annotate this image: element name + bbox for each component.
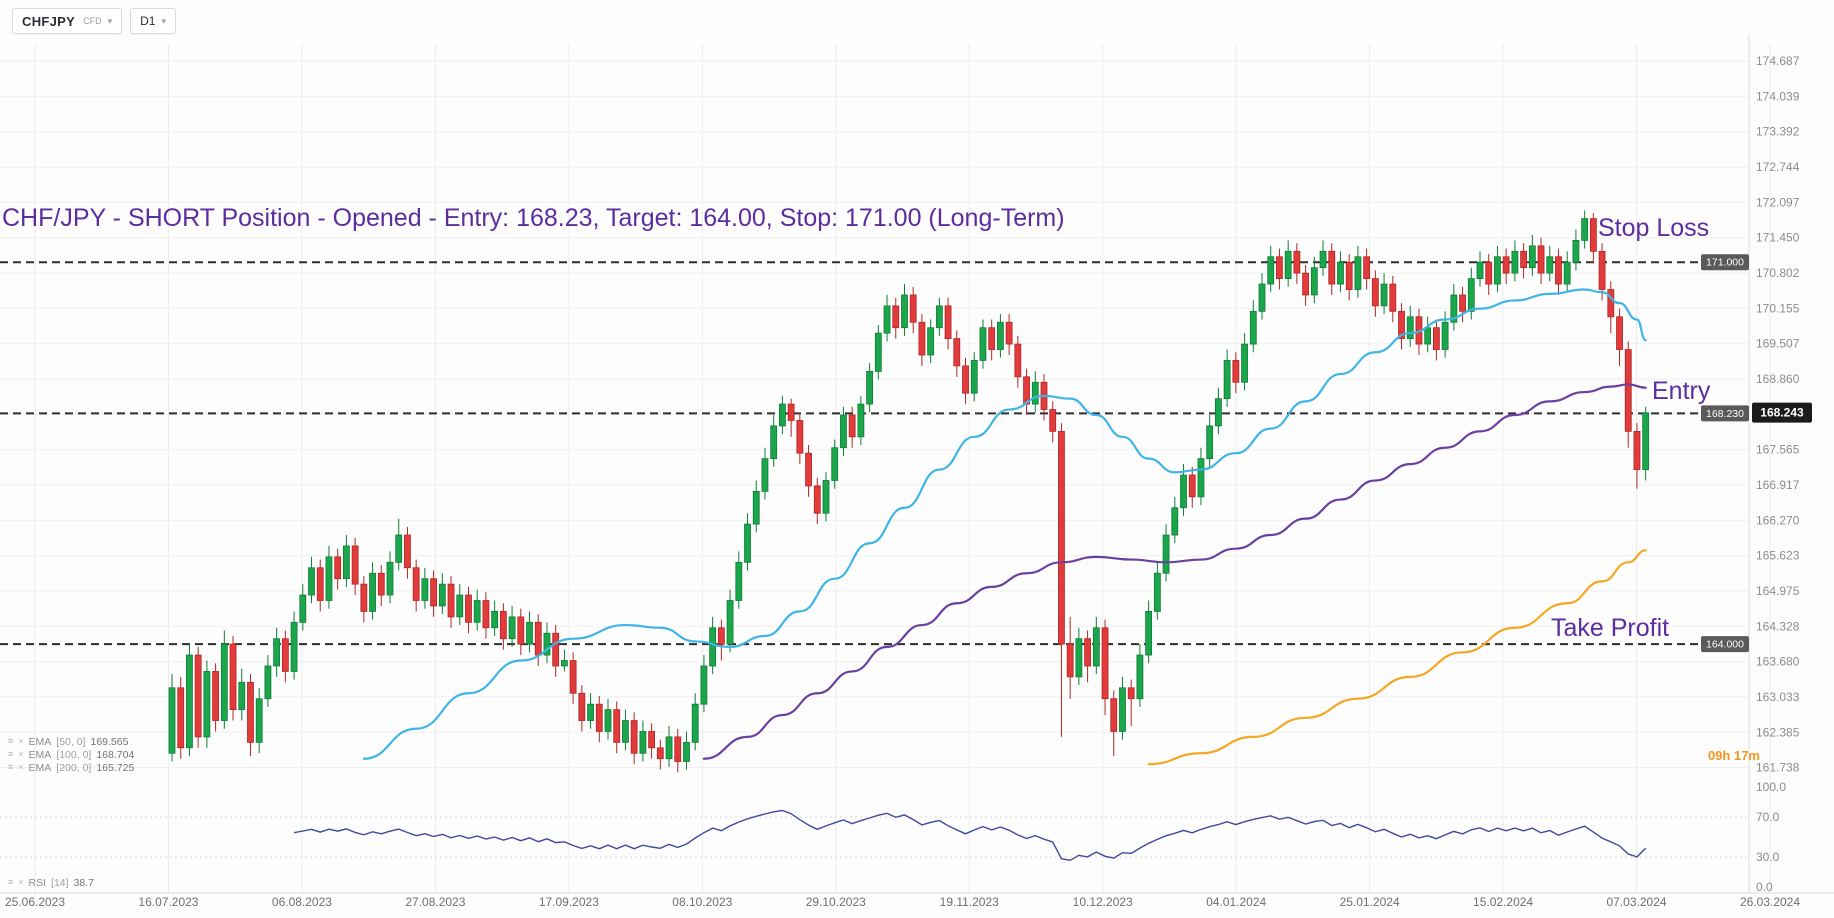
indicator-value: 169.565 <box>90 735 129 748</box>
timeframe-label: D1 <box>140 14 156 28</box>
svg-text:25.06.2023: 25.06.2023 <box>5 895 65 909</box>
rsi-pane <box>293 809 1647 862</box>
svg-text:172.097: 172.097 <box>1756 195 1800 209</box>
symbol-label: CHFJPY <box>22 13 76 29</box>
svg-text:164.328: 164.328 <box>1756 619 1800 633</box>
svg-text:166.270: 166.270 <box>1756 513 1800 527</box>
svg-text:167.565: 167.565 <box>1756 443 1800 457</box>
svg-text:25.01.2024: 25.01.2024 <box>1340 895 1400 909</box>
rsi-line <box>293 809 1647 862</box>
ema100-legend-row: ≡ × EMA [100, 0] 168.704 <box>8 748 134 761</box>
chevron-down-icon: ▾ <box>107 15 113 26</box>
svg-text:170.155: 170.155 <box>1756 301 1800 315</box>
ema50-legend-row: ≡ × EMA [50, 0] 169.565 <box>8 735 134 748</box>
svg-text:70.0: 70.0 <box>1756 810 1780 824</box>
indicator-params: [200, 0] <box>56 761 92 774</box>
axes: 25.06.2023 16.07.2023 06.08.2023 27.08.2023… <box>5 54 1800 909</box>
svg-text:164.975: 164.975 <box>1756 584 1800 598</box>
svg-text:06.08.2023: 06.08.2023 <box>272 895 332 909</box>
indicator-params: [50, 0] <box>56 735 86 748</box>
svg-text:07.03.2024: 07.03.2024 <box>1607 895 1667 909</box>
symbol-selector[interactable]: CHFJPY CFD ▾ <box>12 8 123 34</box>
indicator-legend: ≡ × EMA [50, 0] 169.565 ≡ × EMA [100, 0]… <box>8 735 134 774</box>
svg-text:164.000: 164.000 <box>1706 639 1744 651</box>
toolbar: CHFJPY CFD ▾ D1 ▾ <box>12 8 176 34</box>
svg-text:161.738: 161.738 <box>1756 761 1800 775</box>
indicator-remove-icon[interactable]: × <box>18 877 24 887</box>
indicator-params: [14] <box>51 876 69 889</box>
svg-text:29.10.2023: 29.10.2023 <box>806 895 866 909</box>
svg-text:0.0: 0.0 <box>1756 880 1773 894</box>
svg-text:171.450: 171.450 <box>1756 231 1800 245</box>
svg-text:163.680: 163.680 <box>1756 655 1800 669</box>
indicator-remove-icon[interactable]: × <box>18 762 24 772</box>
trade-idea-title: CHF/JPY - SHORT Position - Opened - Entr… <box>2 204 1065 232</box>
level-tag-take-profit <box>1701 636 1749 653</box>
level-tag-entry <box>1701 405 1749 422</box>
level-tag-stop-loss <box>1701 254 1749 271</box>
axis-tags: 171.000 168.230 164.000 168.243 <box>1701 254 1812 653</box>
indicator-remove-icon[interactable]: × <box>18 736 24 746</box>
svg-text:170.802: 170.802 <box>1756 266 1800 280</box>
overlay-ema-50 <box>362 288 1647 760</box>
indicator-settings-icon[interactable]: ≡ <box>8 749 14 759</box>
svg-text:10.12.2023: 10.12.2023 <box>1073 895 1133 909</box>
gridlines <box>0 34 1834 894</box>
indicator-value: 38.7 <box>73 876 94 889</box>
chevron-down-icon: ▾ <box>161 15 166 26</box>
svg-text:27.08.2023: 27.08.2023 <box>405 895 465 909</box>
svg-text:168.243: 168.243 <box>1760 406 1804 420</box>
svg-text:174.687: 174.687 <box>1756 54 1800 68</box>
svg-text:17.09.2023: 17.09.2023 <box>539 895 599 909</box>
indicator-value: 168.704 <box>96 748 135 761</box>
svg-text:15.02.2024: 15.02.2024 <box>1473 895 1533 909</box>
svg-text:163.033: 163.033 <box>1756 690 1800 704</box>
current-price-tag <box>1752 402 1812 423</box>
svg-text:172.744: 172.744 <box>1756 160 1800 174</box>
svg-text:168.860: 168.860 <box>1756 372 1800 386</box>
indicator-value: 165.725 <box>96 761 135 774</box>
stop-loss-label[interactable]: Stop Loss <box>1598 214 1710 242</box>
svg-text:165.623: 165.623 <box>1756 549 1800 563</box>
rsi-legend-row: ≡ × RSI [14] 38.7 <box>8 876 94 889</box>
svg-text:169.507: 169.507 <box>1756 337 1800 351</box>
market-type-label: CFD <box>83 16 102 26</box>
indicator-name: EMA <box>28 748 52 761</box>
svg-text:08.10.2023: 08.10.2023 <box>672 895 732 909</box>
svg-text:168.230: 168.230 <box>1706 408 1744 420</box>
indicator-settings-icon[interactable]: ≡ <box>8 736 14 746</box>
svg-text:174.039: 174.039 <box>1756 89 1800 103</box>
entry-label[interactable]: Entry <box>1652 377 1711 405</box>
indicator-settings-icon[interactable]: ≡ <box>8 762 14 772</box>
indicator-params: [100, 0] <box>56 748 92 761</box>
candle-countdown: 09h 17m <box>1707 748 1760 763</box>
ema200-legend-row: ≡ × EMA [200, 0] 165.725 <box>8 761 134 774</box>
svg-text:162.385: 162.385 <box>1756 725 1800 739</box>
ema-overlays <box>362 288 1647 766</box>
indicator-settings-icon[interactable]: ≡ <box>8 877 14 887</box>
indicator-name: EMA <box>28 735 52 748</box>
indicator-remove-icon[interactable]: × <box>18 749 24 759</box>
svg-text:30.0: 30.0 <box>1756 850 1780 864</box>
indicator-name: RSI <box>28 876 47 889</box>
overlay-ema-100 <box>702 383 1647 760</box>
rsi-legend: ≡ × RSI [14] 38.7 <box>8 876 94 889</box>
svg-text:100.0: 100.0 <box>1756 780 1786 794</box>
svg-text:19.11.2023: 19.11.2023 <box>940 895 999 909</box>
svg-text:173.392: 173.392 <box>1756 125 1800 139</box>
trade-level-lines[interactable] <box>0 261 1703 646</box>
overlay-ema-200 <box>1147 549 1647 766</box>
take-profit-label[interactable]: Take Profit <box>1551 614 1670 642</box>
candles-layer <box>168 210 1650 773</box>
svg-text:166.917: 166.917 <box>1756 478 1800 492</box>
indicator-name: EMA <box>28 761 52 774</box>
svg-text:26.03.2024: 26.03.2024 <box>1740 895 1800 909</box>
svg-text:16.07.2023: 16.07.2023 <box>138 895 198 909</box>
svg-text:171.000: 171.000 <box>1706 257 1744 269</box>
timeframe-selector[interactable]: D1 ▾ <box>130 8 176 34</box>
svg-text:04.01.2024: 04.01.2024 <box>1206 895 1266 909</box>
